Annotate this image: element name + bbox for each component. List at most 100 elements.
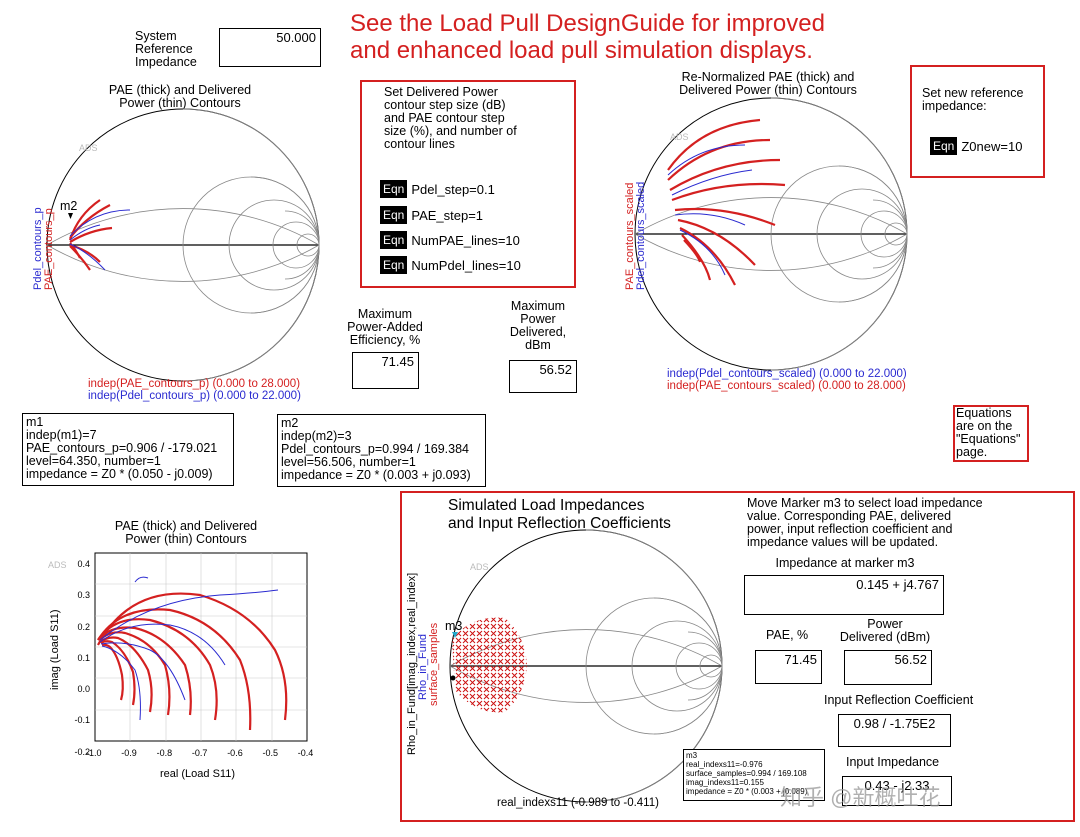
m2-line-1: m2	[281, 416, 299, 430]
ytick: 0.0	[77, 684, 90, 695]
sim-desc-1: Move Marker m3 to select load impedance	[747, 496, 983, 510]
eqn-badge: Eqn	[380, 206, 408, 224]
smith2-title-1: Re-Normalized PAE (thick) and	[681, 70, 855, 84]
system-ref-label-1: System	[135, 29, 177, 43]
step-desc-3: and PAE contour step	[384, 111, 505, 125]
eqn-num-pdel-lines[interactable]: Eqn NumPdel_lines=10	[380, 256, 521, 274]
smith2-contours	[667, 118, 786, 286]
pae-label: PAE, %	[766, 628, 809, 642]
max-power-label-3: Delivered,	[509, 325, 567, 339]
smith2-legend-red: indep(PAE_contours_scaled) (0.000 to 28.…	[667, 380, 906, 392]
m2-line-4: level=56.506, number=1	[281, 455, 416, 469]
smith1-ads-watermark: ADS	[79, 143, 98, 153]
max-pae-label-1: Maximum	[357, 307, 413, 321]
xtick: -0.9	[121, 748, 137, 758]
rect-plot-title-2: Power (thin) Contours	[125, 532, 247, 546]
equations-note-4: page.	[956, 445, 988, 459]
equations-note-3: "Equations"	[956, 432, 1021, 446]
impedance-label: Impedance at marker m3	[775, 556, 915, 570]
rect-plot-title-1: PAE (thick) and Delivered	[114, 519, 258, 533]
smith1-title: PAE (thick) and Delivered Power (thin) C…	[90, 84, 270, 110]
max-power-value[interactable]: 56.52	[509, 360, 577, 393]
eqn-pdel-step[interactable]: Eqn Pdel_step=0.1	[380, 180, 495, 198]
pae-value[interactable]: 71.45	[755, 650, 822, 684]
new-ref-panel	[910, 65, 1045, 178]
max-pae-value[interactable]: 71.45	[352, 352, 419, 389]
sim-load-panel	[400, 491, 1075, 822]
step-desc-5: contour lines	[384, 137, 455, 151]
input-impedance-label: Input Impedance	[846, 755, 940, 769]
smith1-ylabel-red: PAE_contours_p	[43, 208, 55, 290]
system-ref-label-3: Impedance	[135, 55, 197, 69]
irc-label: Input Reflection Coefficient	[824, 693, 974, 707]
step-desc-1: Set Delivered Power	[384, 85, 498, 99]
equations-note: Equations are on the "Equations" page.	[956, 407, 1020, 459]
smith2-power-contours	[667, 144, 753, 276]
rect-plot-xticks: -1.0 -0.9 -0.8 -0.7 -0.6 -0.5 -0.4	[86, 748, 322, 758]
rect-plot-title: PAE (thick) and Delivered Power (thin) C…	[96, 520, 276, 546]
max-power-label-4: dBm	[525, 338, 551, 352]
m3-line-3: surface_samples=0.994 / 169.108	[686, 769, 807, 778]
eqn-num-pdel-lines-text: NumPdel_lines=10	[411, 257, 521, 273]
step-desc-2: contour step size (dB)	[384, 98, 506, 112]
sim-desc-4: impedance values will be updated.	[747, 535, 939, 549]
eqn-badge: Eqn	[930, 137, 958, 155]
power-label-2: Delivered (dBm)	[839, 630, 931, 644]
equations-note-box[interactable]	[953, 405, 1029, 462]
eqn-z0new[interactable]: Eqn Z0new=10	[930, 137, 1022, 155]
rect-plot-contours-red	[97, 592, 288, 731]
m2-line-3: Pdel_contours_p=0.994 / 169.384	[281, 442, 470, 456]
marker-m3-readout[interactable]: m3 real_indexs11=-0.976 surface_samples=…	[683, 749, 825, 801]
irc-value[interactable]: 0.98 / -1.75E2	[838, 714, 951, 747]
xtick: -0.7	[191, 748, 208, 758]
eqn-num-pae-lines-text: NumPAE_lines=10	[411, 232, 520, 248]
smith1-legend-blue: indep(Pdel_contours_p) (0.000 to 22.000)	[88, 390, 301, 402]
eqn-pae-step[interactable]: Eqn PAE_step=1	[380, 206, 483, 224]
marker-m1-readout[interactable]: m1 indep(m1)=7 PAE_contours_p=0.906 / -1…	[22, 413, 234, 486]
smith1-title-2: Power (thin) Contours	[119, 96, 241, 110]
ytick: 0.1	[77, 652, 90, 663]
step-desc-4: size (%), and number of	[384, 124, 517, 138]
sim-panel-title-2: and Input Reflection Coefficients	[448, 515, 671, 532]
sim-desc-2: value. Corresponding PAE, delivered	[747, 509, 952, 523]
eqn-pdel-step-text: Pdel_step=0.1	[411, 181, 495, 197]
smith1-legend: indep(PAE_contours_p) (0.000 to 28.000) …	[88, 378, 301, 402]
eqn-pae-step-text: PAE_step=1	[411, 207, 484, 223]
watermark: 知乎 @新概吐花	[780, 785, 941, 810]
smith2-title: Re-Normalized PAE (thick) and Delivered …	[668, 71, 868, 97]
rect-plot-xlabel: real (Load S11)	[160, 768, 236, 780]
power-value[interactable]: 56.52	[844, 650, 932, 685]
xtick: -1.0	[86, 748, 102, 758]
smith1-title-1: PAE (thick) and Delivered	[108, 83, 252, 97]
m2-line-2: indep(m2)=3	[281, 429, 352, 443]
max-power-label: Maximum Power Delivered, dBm	[498, 300, 578, 352]
smith3-ads-watermark: ADS	[470, 562, 489, 572]
impedance-value[interactable]: 0.145 + j4.767	[744, 575, 944, 615]
input-impedance-value[interactable]: 0.43 - j2.33	[842, 776, 952, 806]
eqn-badge: Eqn	[380, 231, 408, 249]
system-ref-value[interactable]: 50.000	[219, 28, 321, 67]
ytick: -0.1	[74, 715, 90, 726]
xtick: -0.8	[156, 748, 173, 758]
marker-m2-readout[interactable]: m2 indep(m2)=3 Pdel_contours_p=0.994 / 1…	[277, 414, 486, 487]
sim-panel-description: Move Marker m3 to select load impedance …	[747, 497, 983, 549]
rect-plot-ylabel: imag (Load S11)	[49, 609, 61, 690]
power-label-1: Power	[867, 617, 903, 631]
new-ref-label: Set new reference impedance:	[922, 87, 1023, 113]
eqn-num-pae-lines[interactable]: Eqn NumPAE_lines=10	[380, 231, 520, 249]
m1-line-4: level=64.350, number=1	[26, 454, 161, 468]
smith1-marker-label: m2	[60, 199, 78, 213]
m1-line-1: m1	[26, 415, 44, 429]
smith2-title-2: Delivered Power (thin) Contours	[679, 83, 857, 97]
sim-panel-title-1: Simulated Load Impedances	[448, 497, 645, 514]
smith2-legend: indep(Pdel_contours_scaled) (0.000 to 22…	[667, 368, 907, 392]
title-line-1: See the Load Pull DesignGuide for improv…	[350, 10, 825, 37]
ytick: 0.3	[77, 590, 90, 601]
equations-note-1: Equations	[956, 406, 1012, 420]
max-power-label-2: Power	[520, 312, 556, 326]
smith3-marker-label: m3	[445, 619, 463, 633]
smith1-legend-red: indep(PAE_contours_p) (0.000 to 28.000)	[88, 378, 301, 390]
rect-plot-grid	[95, 553, 307, 741]
title-line-2: and enhanced load pull simulation displa…	[350, 37, 813, 64]
contour-step-panel	[360, 80, 576, 288]
